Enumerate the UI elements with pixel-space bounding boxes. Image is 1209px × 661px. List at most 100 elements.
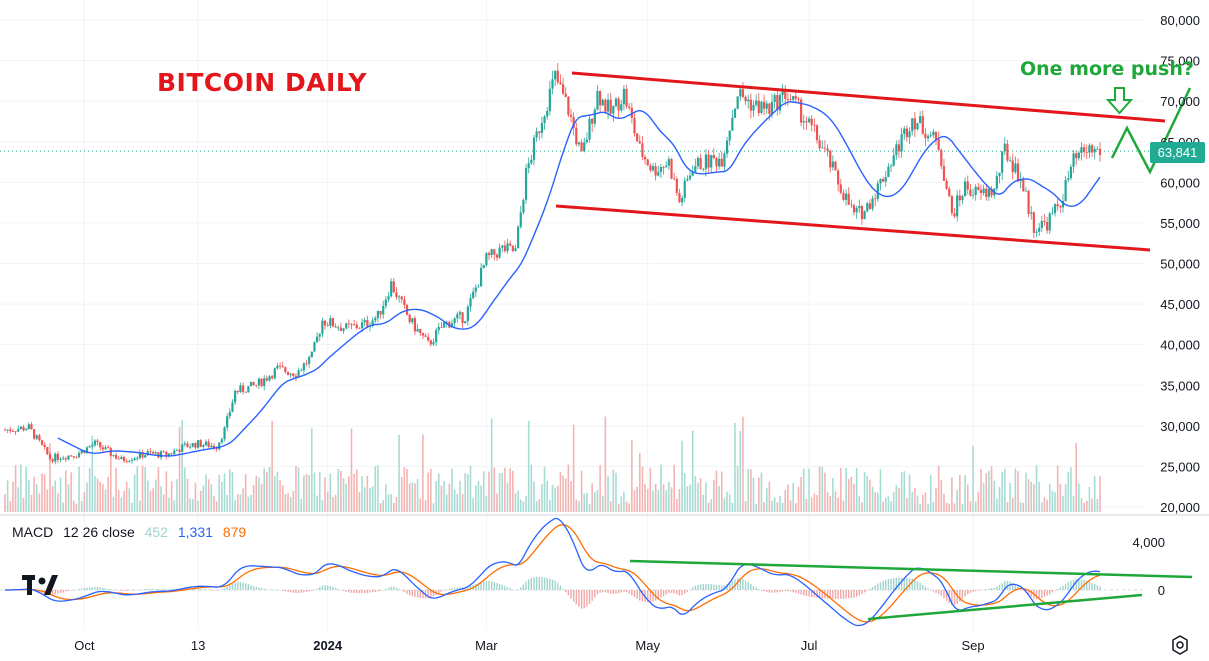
candle-body <box>490 249 493 256</box>
volume-bar <box>244 474 247 512</box>
volume-bar <box>929 475 932 512</box>
candle-body <box>114 454 118 459</box>
volume-bar <box>400 477 403 512</box>
macd-histogram-bar <box>718 585 720 590</box>
volume-bar <box>781 502 784 512</box>
volume-bar <box>25 466 27 512</box>
macd-histogram-bar <box>329 586 332 590</box>
volume-bar <box>676 499 678 512</box>
volume-bar <box>562 475 564 512</box>
candle-body <box>347 323 350 325</box>
volume-bar <box>1093 475 1096 512</box>
volume-bar <box>65 470 67 512</box>
volume-bar <box>160 486 162 512</box>
volume-bar <box>966 484 969 512</box>
macd-histogram-bar <box>123 590 125 592</box>
macd-histogram-bar <box>57 590 59 594</box>
macd-histogram-bar <box>321 585 324 590</box>
volume-bar <box>538 498 541 512</box>
volume-bar <box>152 488 154 512</box>
macd-lower-trendline <box>867 593 1143 621</box>
volume-bar <box>419 498 422 512</box>
macd-histogram-bar <box>758 588 760 590</box>
macd-histogram-bar <box>1088 581 1091 590</box>
volume-bar <box>543 466 546 512</box>
candle-body <box>572 116 575 128</box>
candle-body <box>958 195 961 201</box>
macd-histogram-bar <box>133 590 136 591</box>
volume-bar <box>631 439 633 512</box>
tradingview-logo-icon[interactable] <box>22 575 58 601</box>
volume-bar <box>493 467 496 512</box>
macd-histogram-bar <box>197 588 199 590</box>
volume-bar <box>914 488 916 512</box>
volume-bar <box>744 501 747 512</box>
candle-body <box>38 435 41 441</box>
candle-body <box>744 96 747 102</box>
macd-histogram-bar <box>861 590 863 594</box>
volume-bar <box>72 500 75 512</box>
macd-histogram-bar <box>226 586 228 590</box>
macd-histogram-bar <box>919 583 921 590</box>
candle-body <box>353 324 356 326</box>
macd-histogram-bar <box>816 590 818 598</box>
candle-body <box>551 79 554 89</box>
volume-bar <box>107 476 109 512</box>
candle-body <box>509 243 512 246</box>
macd-histogram-bar <box>940 590 943 596</box>
volume-bar <box>750 469 752 512</box>
volume-bar <box>46 489 49 512</box>
volume-bar <box>252 485 255 512</box>
volume-bar <box>771 500 773 512</box>
volume-bar <box>792 482 794 512</box>
macd-histogram-bar <box>250 585 252 590</box>
macd-histogram-bar <box>967 590 969 595</box>
macd-histogram-bar <box>480 582 482 590</box>
candle-body <box>305 363 308 365</box>
macd-histogram-bar <box>1078 579 1080 590</box>
candle-body <box>329 318 332 326</box>
macd-histogram-bar <box>895 577 898 590</box>
volume-bar <box>1025 472 1027 512</box>
volume-bar <box>43 474 46 512</box>
volume-bar <box>459 480 461 512</box>
candle-body <box>397 296 401 298</box>
candle-body <box>699 157 702 170</box>
macd-histogram-bar <box>70 590 72 591</box>
candle-body <box>725 140 729 154</box>
volume-bar <box>898 488 900 512</box>
macd-histogram-bar <box>964 590 966 597</box>
macd-histogram-bar <box>1059 587 1062 590</box>
macd-histogram-bar <box>1014 584 1017 590</box>
y-tick-label: 50,000 <box>1160 257 1200 272</box>
macd-histogram-bar <box>538 576 540 590</box>
macd-histogram-bar <box>623 590 625 592</box>
volume-bar <box>67 484 70 512</box>
macd-histogram-bar <box>969 590 972 593</box>
macd-legend[interactable]: MACD 12 26 close 452 1,331 879 <box>12 524 252 540</box>
macd-histogram-bar <box>287 590 289 592</box>
macd-histogram-bar <box>879 582 882 590</box>
volume-bar <box>176 479 178 512</box>
volume-bar <box>517 490 519 512</box>
candle-body <box>948 188 951 197</box>
macd-histogram-bar <box>1070 580 1072 590</box>
candle-body <box>535 131 538 138</box>
macd-histogram-bar <box>411 590 414 597</box>
macd-histogram-bar <box>136 589 138 591</box>
volume-bar <box>485 495 488 512</box>
candle-body <box>601 99 604 106</box>
macd-histogram-bar <box>631 590 633 596</box>
candle-body <box>561 84 565 94</box>
candle-body <box>585 139 588 143</box>
volume-bar <box>236 494 239 512</box>
volume-bar <box>221 482 223 512</box>
volume-bar <box>784 490 787 512</box>
settings-gear-icon[interactable] <box>1170 635 1190 655</box>
y-tick-label: 70,000 <box>1160 94 1200 109</box>
candle-body <box>1027 190 1030 214</box>
macd-histogram-bar <box>237 581 239 590</box>
candle-body <box>757 100 760 113</box>
candle-body <box>1030 212 1033 214</box>
